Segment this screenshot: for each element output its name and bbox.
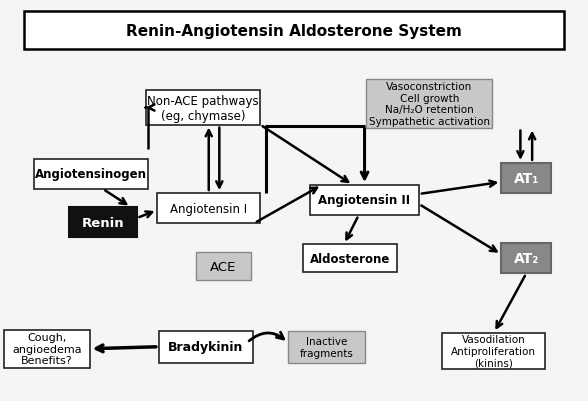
Text: Angiotensin I: Angiotensin I bbox=[170, 202, 248, 215]
Text: Renin: Renin bbox=[82, 216, 124, 229]
Text: Aldosterone: Aldosterone bbox=[310, 252, 390, 265]
FancyBboxPatch shape bbox=[288, 331, 365, 363]
FancyBboxPatch shape bbox=[159, 331, 253, 363]
FancyBboxPatch shape bbox=[501, 164, 552, 193]
Text: Vasoconstriction
Cell growth
Na/H₂O retention
Sympathetic activation: Vasoconstriction Cell growth Na/H₂O rete… bbox=[369, 82, 490, 127]
FancyBboxPatch shape bbox=[5, 330, 89, 368]
Text: ACE: ACE bbox=[211, 260, 236, 273]
Text: Renin-Angiotensin Aldosterone System: Renin-Angiotensin Aldosterone System bbox=[126, 24, 462, 39]
Text: Angiotensin II: Angiotensin II bbox=[319, 194, 410, 207]
Text: Vasodilation
Antiproliferation
(kinins): Vasodilation Antiproliferation (kinins) bbox=[452, 334, 536, 367]
FancyBboxPatch shape bbox=[195, 253, 252, 281]
FancyBboxPatch shape bbox=[303, 245, 397, 273]
FancyBboxPatch shape bbox=[366, 80, 492, 128]
FancyBboxPatch shape bbox=[69, 208, 136, 237]
FancyBboxPatch shape bbox=[442, 333, 546, 369]
Text: AT₁: AT₁ bbox=[513, 172, 539, 185]
FancyBboxPatch shape bbox=[145, 91, 260, 125]
FancyBboxPatch shape bbox=[24, 12, 564, 50]
Text: AT₂: AT₂ bbox=[514, 252, 539, 265]
Text: Inactive
fragments: Inactive fragments bbox=[299, 336, 353, 358]
FancyBboxPatch shape bbox=[157, 194, 260, 224]
Text: Bradykinin: Bradykinin bbox=[168, 340, 243, 353]
Text: Cough,
angioedema
Benefits?: Cough, angioedema Benefits? bbox=[12, 332, 82, 365]
FancyBboxPatch shape bbox=[310, 185, 419, 216]
Text: Angiotensinogen: Angiotensinogen bbox=[35, 168, 147, 181]
FancyBboxPatch shape bbox=[501, 243, 552, 273]
Text: Non-ACE pathways
(eg, chymase): Non-ACE pathways (eg, chymase) bbox=[147, 94, 259, 122]
FancyBboxPatch shape bbox=[34, 160, 148, 190]
